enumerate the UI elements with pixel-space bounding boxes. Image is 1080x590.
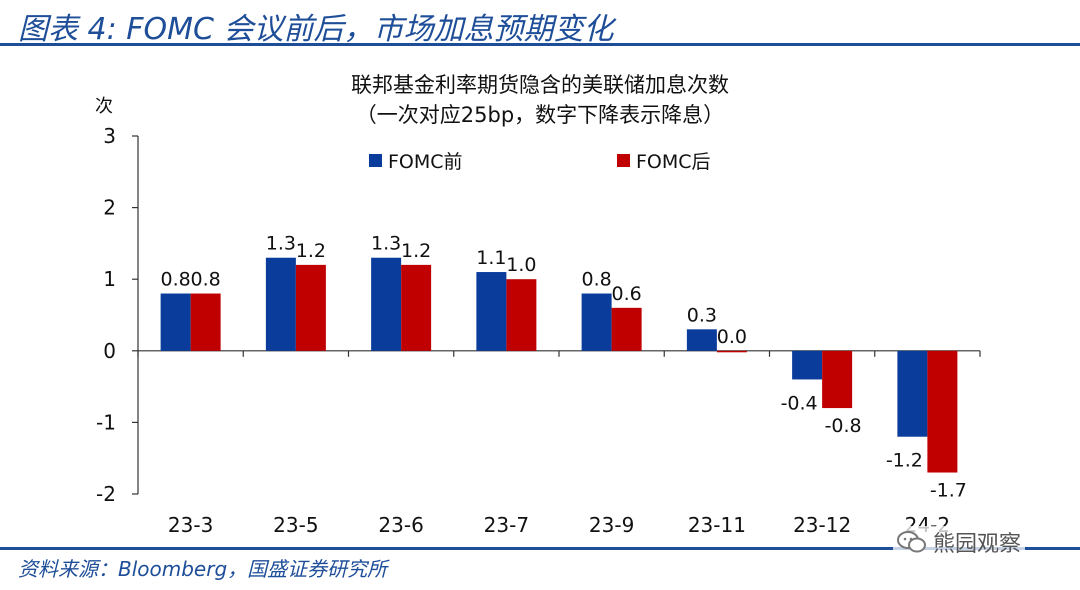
data-label: 0.8	[582, 269, 612, 291]
data-label: 0.6	[612, 283, 642, 305]
data-label: -1.2	[886, 450, 923, 472]
legend-swatch-after	[617, 154, 630, 167]
watermark: 熊园观察	[893, 526, 1026, 558]
x-tick-label: 23-7	[484, 513, 529, 537]
y-tick-label: 2	[103, 196, 116, 220]
bar	[476, 272, 507, 351]
legend-label-before: FOMC前	[388, 151, 463, 173]
y-tick-label: 1	[103, 267, 116, 291]
bar	[401, 264, 432, 351]
x-tick-label: 23-3	[168, 513, 213, 537]
bar	[897, 350, 928, 437]
bar	[506, 279, 537, 351]
bar	[265, 257, 296, 351]
data-label: 1.2	[296, 240, 326, 262]
y-tick-label: -2	[96, 482, 116, 506]
y-axis-label: 次	[95, 96, 113, 117]
value-labels: 0.8 1.3 1.3 1.1 0.8 0.3 -0.4 -1.2 0.8 1.2 1.2 1.0 0.…	[161, 233, 967, 502]
data-label: 0.3	[687, 304, 717, 326]
bar	[686, 329, 717, 351]
bar	[190, 293, 221, 351]
y-tick-label: -1	[96, 410, 116, 434]
data-label: 0.8	[161, 269, 191, 291]
chart-subtitle: （一次对应25bp，数字下降表示降息）	[356, 103, 724, 127]
bar	[160, 293, 191, 351]
data-label: -1.7	[930, 480, 967, 502]
bar	[716, 350, 747, 353]
bar	[927, 350, 958, 473]
watermark-text: 熊园观察	[933, 532, 1022, 557]
x-tick-label: 23-6	[378, 513, 423, 537]
x-tick-label: 23-12	[793, 513, 851, 537]
bar	[371, 257, 402, 351]
data-label: 1.1	[476, 247, 506, 269]
data-label: -0.8	[825, 415, 862, 437]
bar	[295, 264, 326, 351]
data-label: -0.4	[781, 392, 818, 414]
top-divider	[0, 43, 1080, 46]
x-tick-label: 23-9	[589, 513, 634, 537]
data-label: 1.3	[266, 233, 296, 255]
data-label: 1.2	[401, 240, 431, 262]
bar-chart: 联邦基金利率期货隐含的美联储加息次数 （一次对应25bp，数字下降表示降息） 次…	[95, 73, 981, 537]
source-note: 资料来源：Bloomberg，国盛证券研究所	[18, 557, 388, 581]
legend-swatch-before	[369, 154, 382, 167]
wechat-icon	[897, 531, 926, 553]
legend: FOMC前 FOMC后	[369, 151, 711, 173]
data-label: 1.0	[506, 254, 536, 276]
data-label: 0.8	[191, 269, 221, 291]
bars	[160, 257, 958, 473]
figure-title: 图表 4: FOMC 会议前后，市场加息预期变化	[18, 12, 614, 47]
bar	[611, 307, 642, 351]
data-label: 0.0	[717, 326, 747, 348]
bar	[822, 350, 853, 409]
y-tick-label: 3	[103, 124, 116, 148]
x-tick-label: 23-5	[273, 513, 318, 537]
bar	[792, 350, 823, 380]
chart-title: 联邦基金利率期货隐含的美联储加息次数	[351, 73, 729, 97]
bar	[581, 293, 612, 351]
bottom-divider	[0, 547, 1080, 550]
data-label: 1.3	[371, 233, 401, 255]
y-tick-label: 0	[103, 339, 116, 363]
legend-label-after: FOMC后	[636, 151, 711, 173]
x-tick-label: 23-11	[688, 513, 746, 537]
